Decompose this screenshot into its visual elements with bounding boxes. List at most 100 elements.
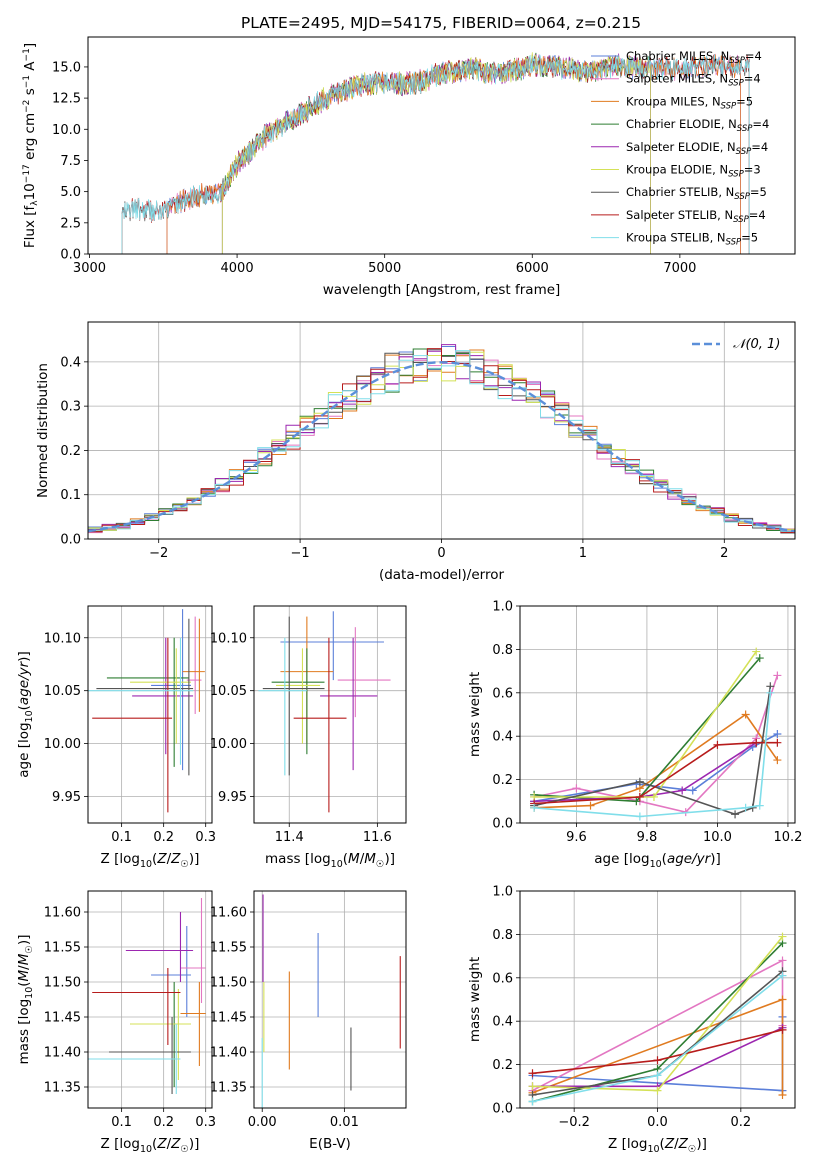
y-tick-label: 9.95	[218, 790, 247, 805]
y-tick-label: 1.0	[492, 600, 513, 615]
x-tick-label: 0.2	[153, 1115, 174, 1130]
series-marker	[773, 730, 782, 739]
x-tick-label: 0.00	[248, 1115, 277, 1130]
y-tick-label: 0.8	[492, 643, 513, 658]
series-marker	[778, 956, 787, 965]
y-tick-label: 0.2	[60, 444, 81, 459]
x-tick-label: 2	[720, 546, 728, 561]
series-marker	[635, 812, 644, 821]
x-tick-label: −1	[291, 546, 310, 561]
errorbar-point-chabrier-elodie	[130, 982, 191, 1087]
x-tick-label: 1	[579, 546, 587, 561]
errorbar-point-chabrier-elodie	[106, 637, 189, 767]
axes-frame	[87, 890, 213, 1109]
spectrum-line-kroupa-stelib	[121, 54, 750, 254]
x-tick-label: 0.2	[730, 1115, 751, 1130]
errorbar-point-chabrier-elodie	[271, 648, 325, 755]
y-axis-label: age [log10(age/yr)]	[16, 651, 35, 777]
errorbar-point-chabrier-stelib	[262, 616, 325, 776]
series-marker	[766, 688, 775, 697]
x-tick-label: 3000	[73, 261, 106, 276]
histogram-salpeter-stelib	[88, 348, 795, 539]
errorbar-point-chabrier-stelib	[96, 618, 194, 776]
series-marker	[778, 1090, 787, 1099]
y-tick-label: 11.45	[44, 1011, 81, 1026]
axes-frame	[519, 890, 796, 1109]
series-marker	[653, 1086, 662, 1095]
series-line	[534, 651, 757, 798]
y-tick-label: 11.60	[210, 906, 247, 921]
x-tick-label: −0.2	[558, 1115, 590, 1130]
legend-entry: Kroupa STELIB, NSSP=5	[626, 231, 758, 248]
legend-entry: Kroupa ELODIE, NSSP=3	[626, 163, 761, 180]
normal-reference-curve	[88, 361, 795, 533]
x-tick-label: 11.4	[275, 830, 304, 845]
series-marker	[635, 777, 644, 786]
y-tick-label: 0.8	[492, 928, 513, 943]
errorbar-point-chabrier-miles	[280, 611, 384, 681]
errorbar-point-chabrier-stelib	[109, 1017, 191, 1094]
y-tick-label: 11.45	[210, 1011, 247, 1026]
series-line	[534, 742, 757, 803]
errorbar-point-kroupa-miles	[182, 618, 205, 712]
spectrum-legend: Chabrier MILES, NSSP=4 Salpeter MILES, NS…	[591, 49, 769, 248]
axes-frame	[519, 605, 796, 824]
panel-8: −0.2 0.0 0.2 0.0 0.2 0.4 0.6 0.8 1.0 mass weight Z…	[467, 885, 796, 1155]
errorbar-point-chabrier-miles	[151, 609, 191, 771]
errorbar-point-salpeter-stelib	[92, 637, 173, 813]
y-tick-label: 5.0	[60, 185, 81, 200]
y-axis-label: Flux [fλ10−17 erg cm−2 s−1 A−1]	[22, 43, 40, 248]
y-tick-label: 11.35	[210, 1081, 247, 1096]
y-tick-label: 11.50	[44, 976, 81, 991]
series-marker	[528, 1082, 537, 1091]
y-tick-label: 11.60	[44, 906, 81, 921]
series-line	[533, 675, 779, 813]
series-marker	[678, 786, 687, 795]
x-tick-label: 0.1	[111, 1115, 132, 1130]
x-tick-label: 10.0	[703, 830, 732, 845]
y-tick-label: 10.10	[210, 631, 247, 646]
y-tick-label: 0.2	[492, 1058, 513, 1073]
x-tick-label: 6000	[516, 261, 549, 276]
series-marker	[653, 1056, 662, 1065]
y-axis-label: mass weight	[467, 672, 483, 757]
errorbar-point-kroupa-stelib	[88, 637, 194, 765]
series-kroupa-stelib	[528, 971, 787, 1106]
y-tick-label: 0.4	[60, 355, 81, 370]
series-salpeter-stelib	[530, 738, 782, 808]
panel-2: −2 −1 0 1 2 0.0 0.1 0.2 0.3 0.4 𝒩(0, 1) (data-model…	[35, 321, 796, 583]
y-tick-label: 0.4	[492, 1015, 513, 1030]
series-marker	[635, 792, 644, 801]
y-tick-label: 0.0	[60, 248, 81, 263]
y-tick-label: 0.0	[492, 1102, 513, 1117]
series-marker	[755, 801, 764, 810]
x-tick-label: 0.0	[647, 1115, 668, 1130]
series-marker	[649, 792, 658, 801]
series-marker	[752, 647, 761, 656]
series-marker	[688, 786, 697, 795]
y-tick-label: 10.00	[210, 737, 247, 752]
panel-4: 11.4 11.6 9.95 10.00 10.05 10.10 mass [log10(M…	[210, 605, 407, 870]
legend-entry: Salpeter MILES, NSSP=4	[626, 72, 761, 89]
x-tick-label: 7000	[663, 261, 696, 276]
series-marker	[773, 738, 782, 747]
series-marker	[755, 654, 764, 663]
y-tick-label: 10.05	[44, 684, 81, 699]
y-tick-label: 0.6	[492, 686, 513, 701]
axes-frame	[253, 605, 407, 824]
series-salpeter-stelib	[528, 1025, 787, 1078]
legend-entry: Kroupa MILES, NSSP=5	[626, 94, 753, 111]
axes-frame	[87, 321, 796, 540]
errorbar-point-kroupa-miles	[180, 982, 206, 1066]
x-tick-label: 10.2	[773, 830, 802, 845]
y-tick-label: 10.00	[44, 737, 81, 752]
y-tick-label: 0.6	[492, 971, 513, 986]
series-marker	[741, 710, 750, 719]
x-axis-label: Z [log10(Z/Z☉)]	[608, 1136, 707, 1155]
errorbar-point-kroupa-elodie	[130, 989, 191, 1080]
panel-3: 0.1 0.2 0.3 9.95 10.00 10.05 10.10 Z [log10(Z/Z…	[16, 605, 216, 870]
x-tick-label: 4000	[221, 261, 254, 276]
y-axis-label: Normed distribution	[35, 363, 51, 498]
y-tick-label: 11.40	[44, 1046, 81, 1061]
